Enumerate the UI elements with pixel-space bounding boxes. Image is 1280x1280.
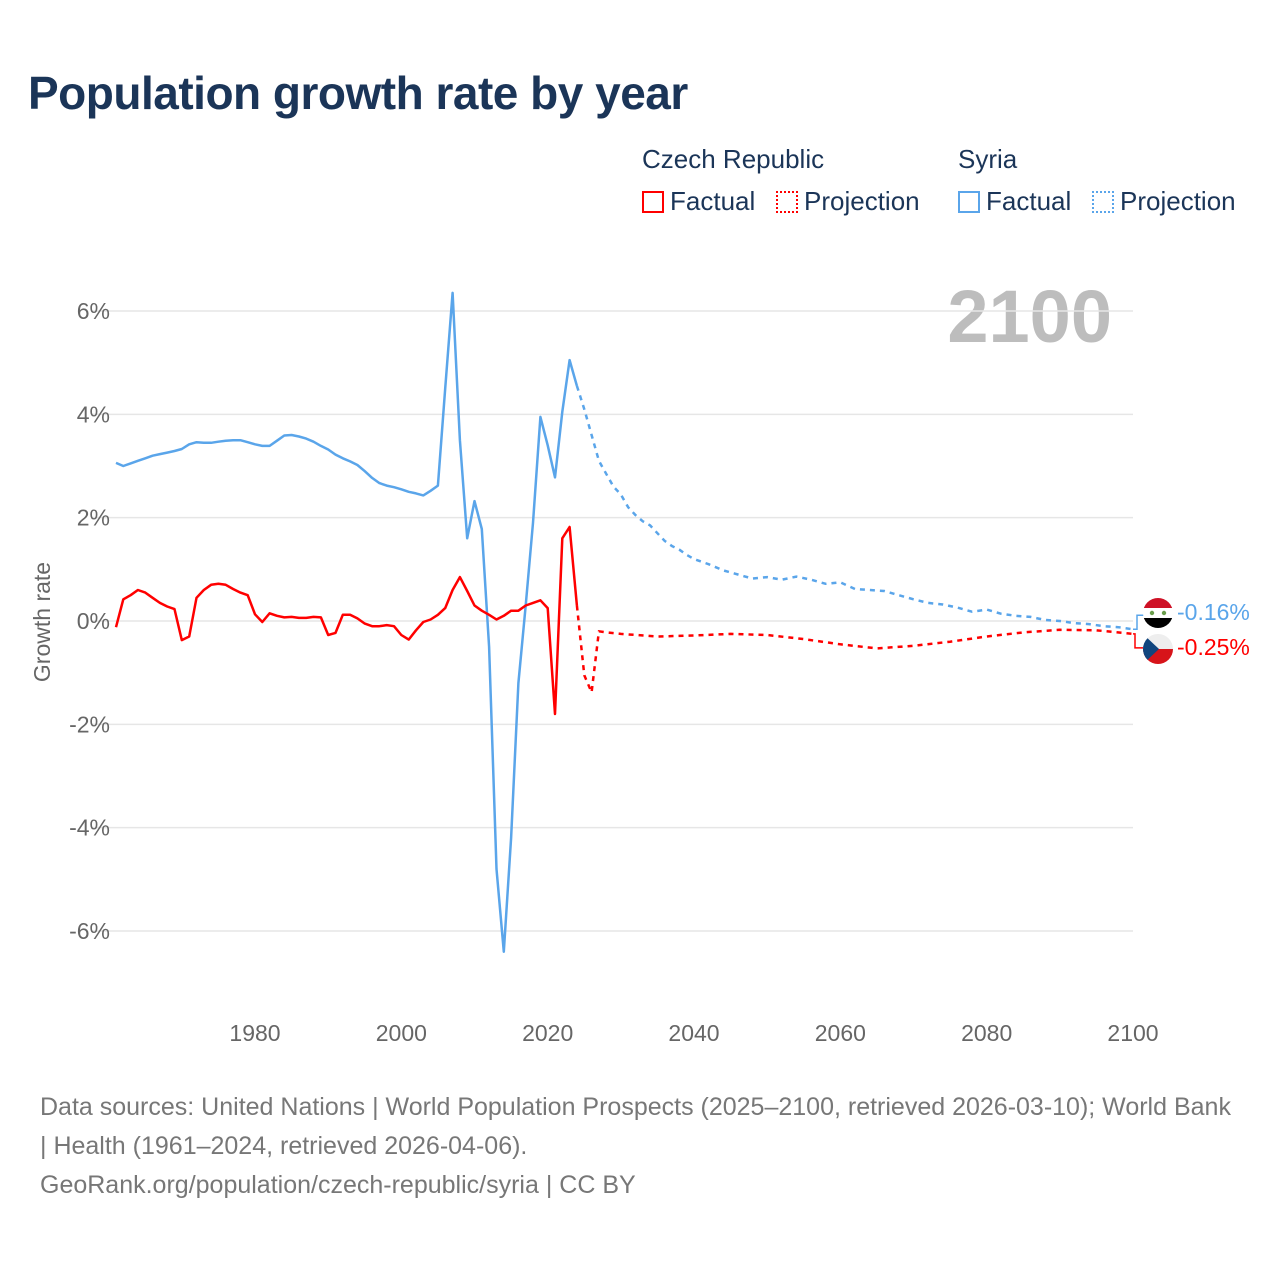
flag-stripe xyxy=(1143,608,1173,618)
legend-label: Projection xyxy=(804,186,920,216)
connector-czech xyxy=(1133,633,1147,649)
dotted-swatch-icon xyxy=(776,191,798,213)
legend-czech-factual[interactable]: Factual xyxy=(642,186,755,217)
czech-flag-icon xyxy=(1143,634,1173,664)
end-label-czech: -0.25% xyxy=(1177,634,1250,660)
y-tick-label: -6% xyxy=(69,918,110,944)
series-line-czech-republic-projection xyxy=(575,605,1134,694)
series-line-syria-projection xyxy=(575,385,1134,631)
flag-stripe xyxy=(1143,598,1173,608)
attribution-link[interactable]: GeoRank.org/population/czech-republic/sy… xyxy=(40,1171,636,1199)
x-tick-label: 2080 xyxy=(961,1020,1012,1046)
flag-stripe xyxy=(1143,618,1173,628)
end-label-syria: -0.16% xyxy=(1177,599,1250,625)
line-chart: 2100 6% 4% 2% 0% -2% -4% -6% 1980 2000 2020 2040 20… xyxy=(29,275,1250,1046)
series-line-czech-republic-factual xyxy=(114,525,579,716)
footer: Data sources: United Nations | World Pop… xyxy=(40,1088,1240,1205)
data-sources: Data sources: United Nations | World Pop… xyxy=(40,1093,1231,1160)
y-tick-label: -4% xyxy=(69,815,110,841)
y-tick-label: -2% xyxy=(69,711,110,737)
solid-swatch-icon xyxy=(958,191,980,213)
connector-syria xyxy=(1133,614,1147,631)
y-tick-label: 2% xyxy=(77,505,110,531)
syria-flag-icon xyxy=(1143,598,1173,628)
flag-body xyxy=(1143,598,1173,628)
x-tick-label: 2060 xyxy=(815,1020,866,1046)
star-icon xyxy=(1161,610,1167,616)
x-tick-label: 2040 xyxy=(668,1020,719,1046)
y-tick-label: 0% xyxy=(77,608,110,634)
year-watermark: 2100 xyxy=(947,275,1112,358)
y-axis-label: Growth rate xyxy=(29,562,55,682)
legend-label: Factual xyxy=(670,186,756,216)
star-icon xyxy=(1149,610,1155,616)
chart-title: Population growth rate by year xyxy=(28,67,688,119)
x-tick-label: 1980 xyxy=(229,1020,280,1046)
legend-label: Projection xyxy=(1120,186,1236,216)
legend-czech-projection[interactable]: Projection xyxy=(776,186,920,217)
series-line-syria-factual xyxy=(115,291,579,953)
solid-swatch-icon xyxy=(642,191,664,213)
legend-label: Factual xyxy=(986,186,1072,216)
dotted-swatch-icon xyxy=(1092,191,1114,213)
x-tick-label: 2020 xyxy=(522,1020,573,1046)
x-tick-label: 2000 xyxy=(376,1020,427,1046)
x-tick-label: 2100 xyxy=(1107,1020,1158,1046)
y-tick-label: 4% xyxy=(77,401,110,427)
flag-body xyxy=(1143,634,1173,664)
flag-triangle xyxy=(1143,634,1159,664)
y-tick-label: 6% xyxy=(77,298,110,324)
legend-syria-projection[interactable]: Projection xyxy=(1092,186,1236,217)
legend-group-czech: Czech Republic xyxy=(642,144,825,174)
legend-group-syria: Syria xyxy=(958,144,1018,174)
legend-syria-factual[interactable]: Factual xyxy=(958,186,1071,217)
